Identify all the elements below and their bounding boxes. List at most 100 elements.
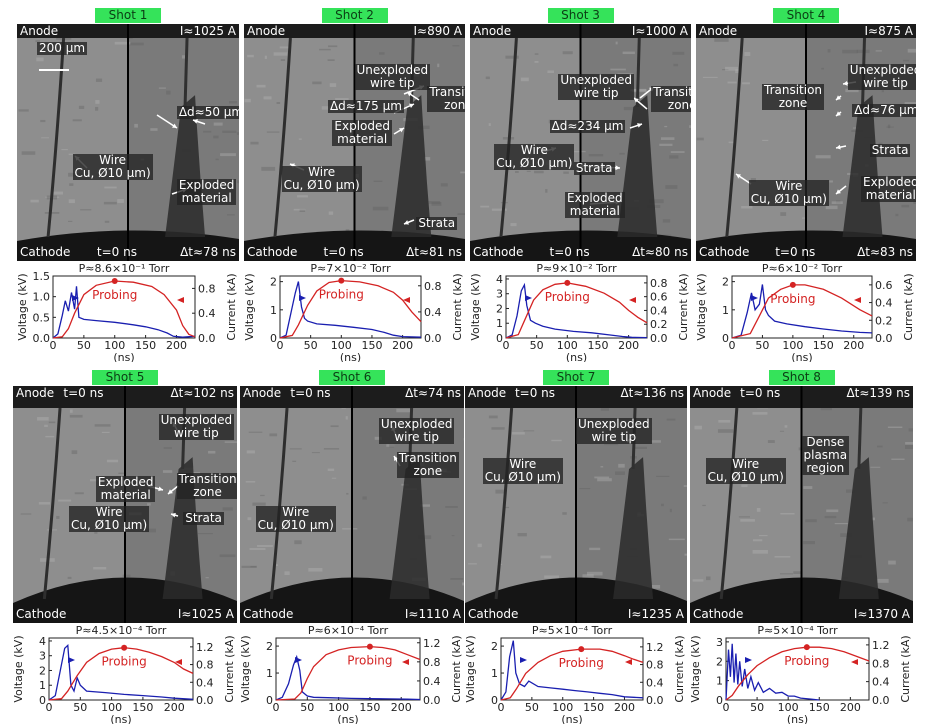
- probing-label: Probing: [545, 290, 590, 304]
- y-axis-label: Voltage (kV): [465, 635, 477, 702]
- texture-speck: [247, 55, 254, 58]
- annotation-label: Unexploded wire tip: [848, 64, 916, 90]
- texture-speck: [41, 137, 49, 138]
- x-tick-label: 50: [530, 339, 544, 352]
- texture-speck: [36, 58, 43, 62]
- texture-speck: [39, 502, 50, 505]
- y-tick-label: 0: [491, 694, 498, 707]
- x-tick-label: 200: [840, 701, 861, 714]
- texture-speck: [601, 466, 604, 467]
- texture-speck: [166, 91, 170, 95]
- texture-speck: [68, 221, 72, 222]
- top-right-label: Δt≈136 ns: [620, 387, 684, 400]
- y-tick-label: 0.0: [33, 332, 51, 345]
- anode-label: Anode: [243, 387, 281, 400]
- chart-title: P≈9×10⁻² Torr: [536, 262, 617, 275]
- y-tick-label: 1: [266, 667, 273, 680]
- texture-speck: [198, 533, 213, 534]
- top-right-label: Δt≈102 ns: [170, 387, 234, 400]
- texture-speck: [905, 442, 913, 445]
- probing-label: Probing: [92, 288, 137, 302]
- annotation-label: Transition zone: [651, 86, 691, 112]
- y2-axis-label: Current (kA): [673, 635, 686, 702]
- chart-title: P≈5×10⁻⁴ Torr: [757, 624, 838, 637]
- voltage-axis-arrow: [751, 295, 758, 301]
- annotation-label: Exploded material: [565, 192, 625, 218]
- texture-speck: [828, 49, 831, 52]
- cathode-label: Cathode: [243, 608, 293, 621]
- y2-axis-label: Current (kA): [223, 635, 236, 702]
- y-axis-label: Voltage (kV): [690, 635, 702, 702]
- texture-speck: [651, 585, 660, 589]
- texture-speck: [651, 440, 661, 443]
- texture-speck: [247, 450, 255, 453]
- texture-speck: [669, 155, 678, 158]
- frame-t0: [696, 24, 805, 261]
- texture-speck: [659, 144, 672, 146]
- x-tick-label: 0: [503, 339, 510, 352]
- y2-tick-label: 0.8: [646, 659, 664, 672]
- x-tick-label: 200: [166, 339, 187, 352]
- texture-speck: [903, 60, 909, 62]
- texture-speck: [290, 448, 302, 449]
- anode-label: Anode: [693, 387, 731, 400]
- y-tick-label: 2: [722, 276, 729, 289]
- plot-frame: [276, 638, 420, 700]
- texture-speck: [563, 51, 573, 54]
- annotation-label: Strata: [416, 217, 457, 230]
- texture-speck: [346, 493, 348, 495]
- annotation-label: Wire Cu, Ø10 μm): [69, 506, 149, 532]
- texture-speck: [249, 432, 263, 433]
- probing-label: Probing: [319, 288, 364, 302]
- current-axis-arrow: [402, 659, 409, 665]
- y2-tick-label: 0.0: [650, 332, 668, 345]
- top-right-label: Δt≈139 ns: [846, 387, 910, 400]
- y-tick-label: 2: [39, 664, 46, 677]
- texture-speck: [294, 209, 306, 211]
- texture-speck: [803, 541, 815, 544]
- y-tick-label: 3: [39, 650, 46, 663]
- time-label: t=0 ns: [775, 246, 815, 259]
- y-tick-label: 3: [716, 636, 723, 649]
- anode-label: Anode: [20, 25, 58, 38]
- annotation-label: Strata: [183, 512, 224, 525]
- voltage-axis-arrow: [520, 657, 527, 663]
- texture-speck: [164, 447, 172, 449]
- bottom-right-label: Δt≈83 ns: [857, 246, 913, 259]
- texture-speck: [877, 446, 883, 448]
- wire-tip: [185, 38, 187, 107]
- texture-speck: [907, 518, 913, 522]
- texture-speck: [21, 513, 32, 514]
- y2-tick-label: 0.4: [423, 675, 441, 688]
- voltage-line: [726, 644, 819, 700]
- cathode-label: Cathode: [20, 246, 70, 259]
- y-tick-label: 0: [722, 332, 729, 345]
- texture-speck: [480, 206, 489, 208]
- x-tick-label: 50: [77, 339, 91, 352]
- texture-speck: [324, 448, 339, 449]
- texture-speck: [269, 433, 277, 436]
- texture-speck: [703, 77, 718, 78]
- texture-speck: [888, 561, 896, 565]
- texture-speck: [759, 535, 768, 536]
- top-right-label: I≈875 A: [864, 25, 913, 38]
- annotation-label: Exploded material: [177, 179, 237, 205]
- radiograph-drawing: [470, 24, 691, 261]
- current-axis-arrow: [625, 659, 632, 665]
- texture-speck: [728, 82, 737, 84]
- y2-tick-label: 0.6: [650, 291, 668, 304]
- texture-speck: [780, 513, 794, 515]
- y-tick-label: 0: [39, 694, 46, 707]
- plot-frame: [726, 638, 869, 700]
- texture-speck: [72, 450, 78, 454]
- texture-speck: [342, 528, 357, 529]
- x-tick-label: 0: [729, 339, 736, 352]
